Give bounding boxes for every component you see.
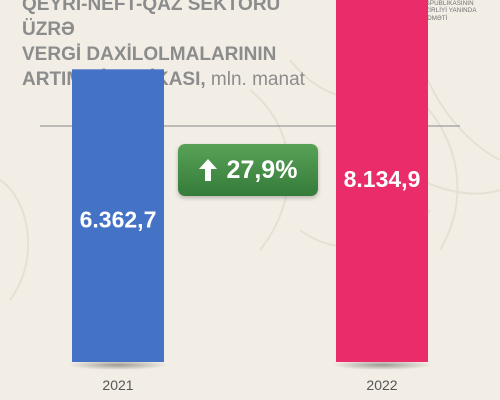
x-tick-label: 2021 [102, 377, 133, 393]
arrow-up-icon [198, 159, 217, 181]
title-line-2: VERGİ DAXİLOLMALARININ [22, 44, 277, 65]
bar-shadow [68, 360, 168, 370]
growth-badge: 27,9% [178, 144, 318, 196]
title-line-1: QEYRİ-NEFT-QAZ SEKTORU ÜZRƏ [22, 0, 281, 40]
bar-2021 [72, 69, 164, 363]
bar-value-label: 6.362,7 [80, 207, 157, 233]
bar-2022 [336, 0, 428, 363]
title-unit: mln. manat [205, 69, 305, 90]
x-tick-label: 2022 [366, 377, 397, 393]
growth-percentage: 27,9% [226, 155, 298, 184]
bar-value-label: 8.134,9 [344, 166, 421, 192]
bar-shadow [332, 360, 432, 370]
